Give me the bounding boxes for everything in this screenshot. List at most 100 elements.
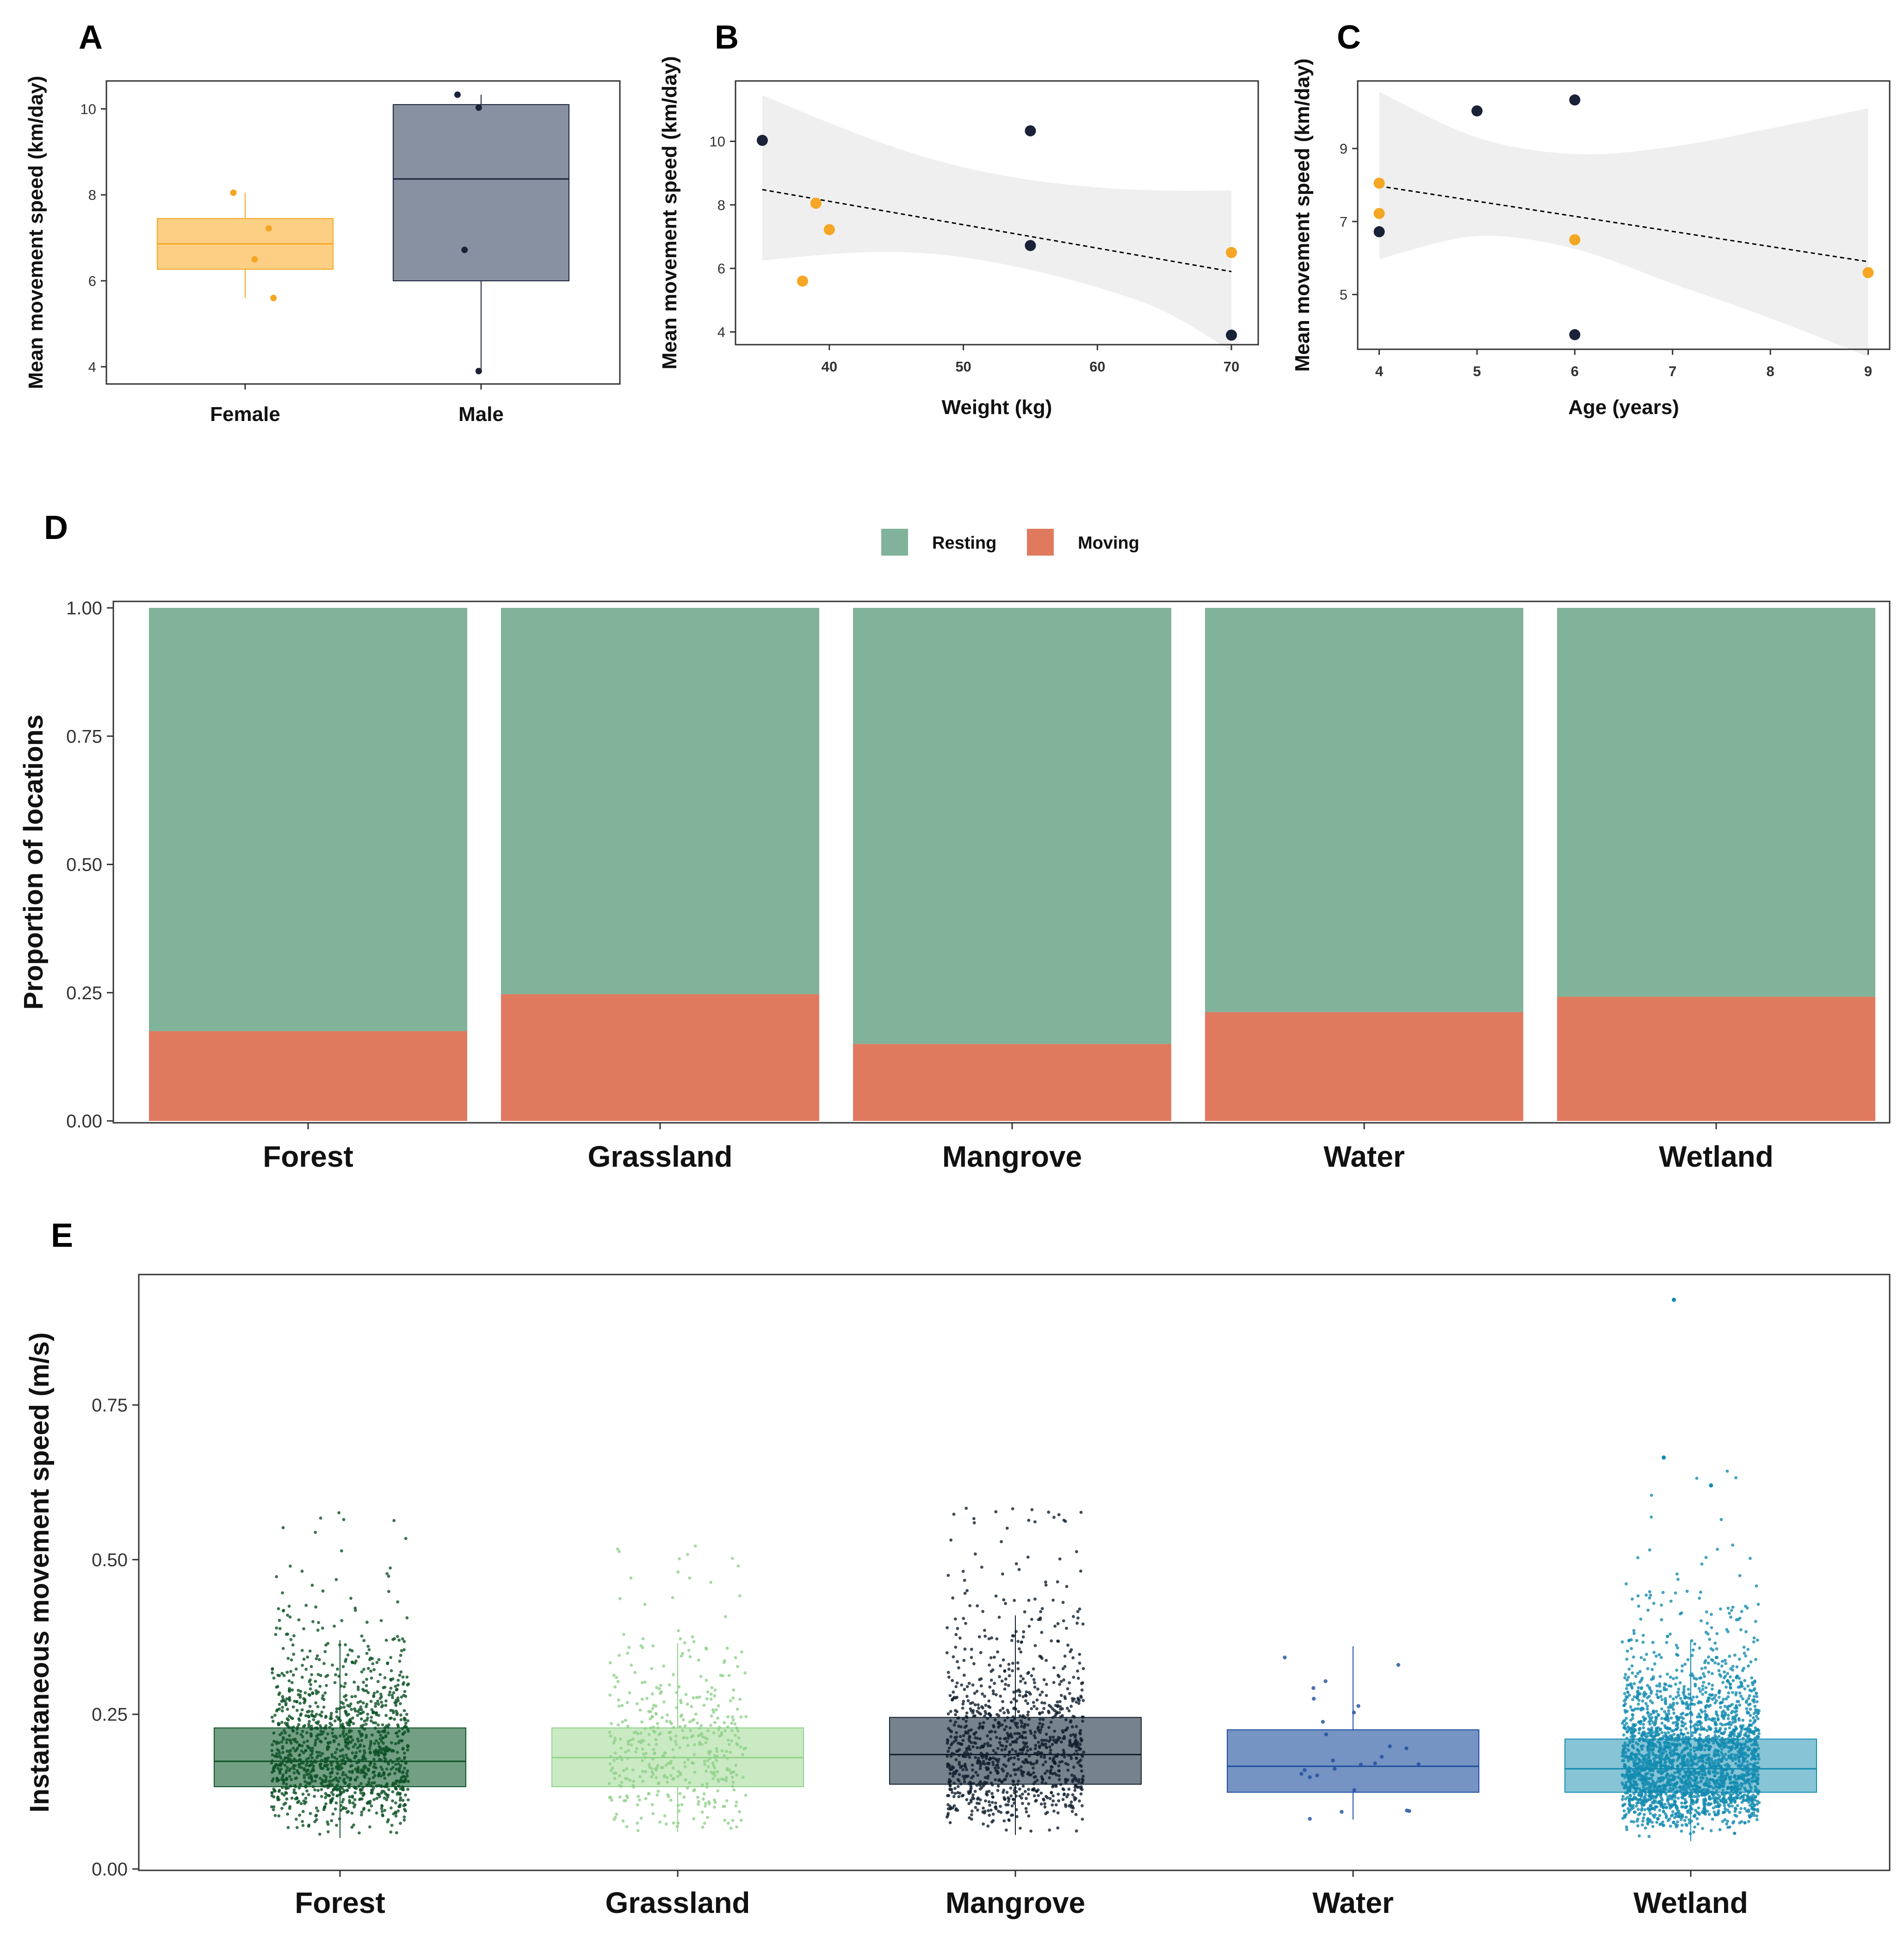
point <box>295 1759 298 1763</box>
point <box>309 1734 313 1738</box>
point <box>349 1735 353 1739</box>
point <box>401 1788 404 1791</box>
point <box>396 1757 399 1761</box>
point <box>705 1678 708 1682</box>
point <box>1048 1776 1051 1780</box>
point <box>665 1720 668 1723</box>
point <box>282 1609 285 1613</box>
point <box>678 1746 681 1750</box>
point <box>395 1768 398 1771</box>
point <box>956 1785 960 1788</box>
point <box>330 1799 334 1803</box>
point <box>967 1682 971 1685</box>
point <box>978 1762 982 1765</box>
point <box>1682 1694 1686 1697</box>
point <box>1704 1666 1707 1670</box>
point <box>1733 1738 1737 1741</box>
point <box>349 1702 352 1706</box>
point <box>964 1506 968 1510</box>
point <box>678 1725 682 1728</box>
point <box>1682 1690 1686 1694</box>
point <box>1026 1555 1030 1559</box>
point <box>1082 1751 1086 1754</box>
point <box>949 1743 953 1747</box>
point <box>952 1655 955 1658</box>
point <box>715 1747 718 1751</box>
point <box>744 1794 748 1797</box>
point <box>1736 1796 1739 1800</box>
point <box>1717 1669 1721 1672</box>
point <box>1081 1681 1084 1684</box>
point <box>1672 1774 1675 1778</box>
point <box>389 1686 393 1690</box>
point <box>997 1757 1001 1761</box>
x-category-label: Mangrove <box>942 1140 1082 1173</box>
point <box>376 1699 379 1703</box>
point <box>403 1731 407 1734</box>
point <box>1027 1814 1031 1818</box>
point <box>1705 1736 1708 1739</box>
point <box>284 1771 288 1775</box>
point <box>622 1633 625 1636</box>
point <box>1694 1739 1698 1742</box>
point <box>1756 1700 1759 1703</box>
point <box>1678 1815 1681 1819</box>
point <box>328 1726 332 1729</box>
point <box>1004 1677 1008 1681</box>
point <box>381 1813 384 1817</box>
point <box>1714 1727 1718 1730</box>
point <box>388 1690 392 1694</box>
point <box>1701 1692 1705 1696</box>
point <box>1728 1767 1731 1770</box>
point <box>722 1805 725 1808</box>
point <box>382 1753 386 1756</box>
point <box>1069 1757 1073 1760</box>
point <box>309 1678 312 1682</box>
point <box>283 1764 287 1767</box>
point <box>1745 1789 1749 1793</box>
point <box>277 1607 280 1610</box>
point <box>1740 1610 1743 1613</box>
point <box>1071 1804 1074 1808</box>
point <box>363 1727 366 1731</box>
point <box>970 1813 973 1817</box>
point <box>1299 1772 1304 1776</box>
point <box>653 1730 657 1734</box>
point <box>281 1647 285 1650</box>
point <box>1034 1775 1038 1778</box>
point <box>657 1782 660 1786</box>
point <box>1687 1703 1691 1707</box>
point <box>701 1735 705 1739</box>
point <box>393 1772 396 1775</box>
point <box>1075 1779 1078 1782</box>
point <box>965 1768 969 1771</box>
point <box>1742 1646 1746 1649</box>
point <box>1631 1698 1634 1702</box>
point <box>639 1732 643 1735</box>
point <box>970 1709 973 1713</box>
point <box>727 1821 730 1825</box>
point <box>608 1693 612 1697</box>
confidence-ribbon <box>762 95 1232 351</box>
point <box>357 1655 360 1658</box>
point <box>626 1652 630 1655</box>
point <box>717 1780 720 1783</box>
point <box>705 1770 708 1773</box>
point <box>991 1813 995 1816</box>
point <box>288 1738 291 1742</box>
y-tick-label: 1.00 <box>66 598 102 619</box>
point <box>1077 1702 1081 1705</box>
point <box>297 1689 300 1692</box>
point <box>1735 1706 1738 1709</box>
point <box>326 1642 330 1645</box>
point <box>342 1779 345 1783</box>
point <box>1756 1782 1760 1786</box>
point <box>970 1647 973 1651</box>
point <box>696 1795 699 1799</box>
point <box>735 1726 738 1730</box>
point <box>280 1740 284 1744</box>
point <box>355 1776 359 1779</box>
point <box>1021 1736 1025 1739</box>
point <box>326 1748 329 1751</box>
point <box>355 1761 359 1765</box>
